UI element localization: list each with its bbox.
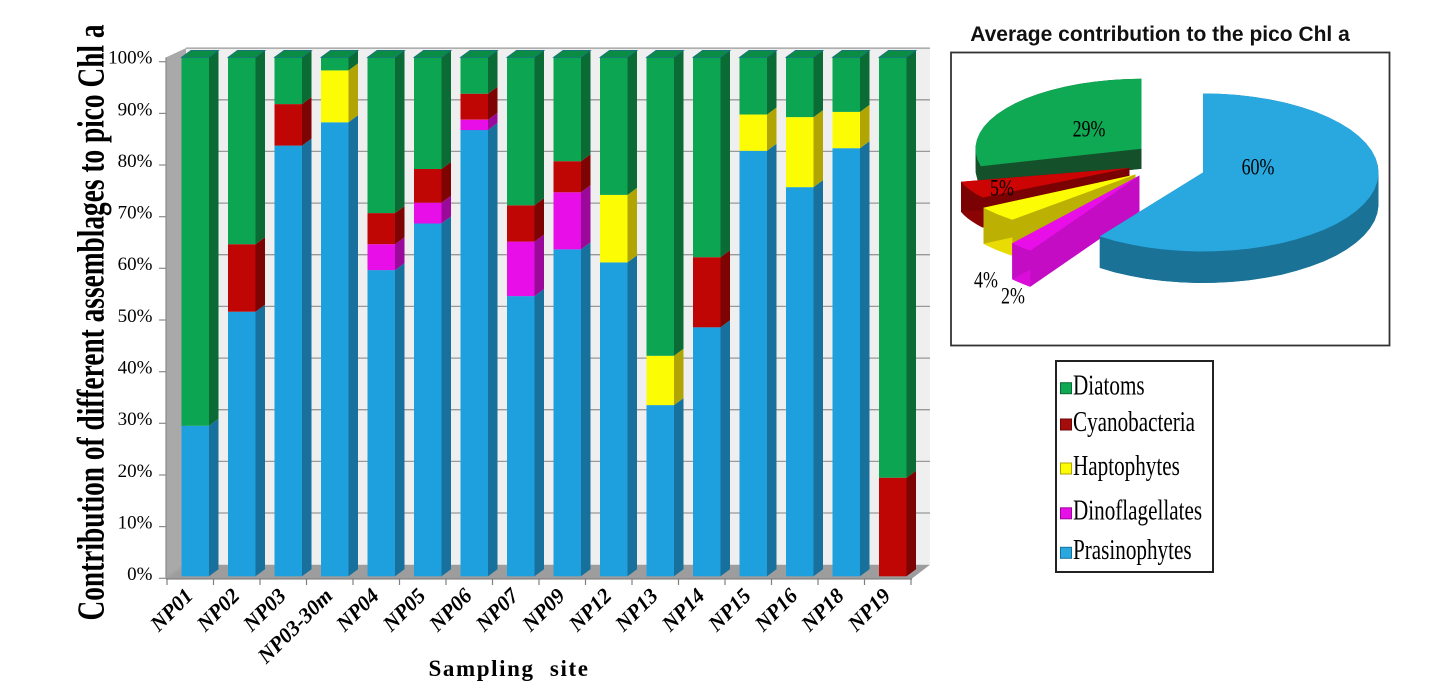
- svg-text:NP01: NP01: [145, 584, 198, 637]
- svg-text:60%: 60%: [118, 254, 153, 275]
- svg-text:NP12: NP12: [563, 583, 616, 636]
- svg-text:NP16: NP16: [749, 583, 802, 636]
- svg-text:NP05: NP05: [377, 583, 430, 636]
- svg-text:NP09: NP09: [517, 583, 570, 636]
- svg-text:Prasinophytes: Prasinophytes: [1073, 535, 1192, 565]
- svg-text:NP02: NP02: [191, 583, 244, 636]
- svg-text:70%: 70%: [118, 203, 153, 224]
- svg-text:29%: 29%: [1073, 118, 1106, 143]
- svg-text:Contribution of different ass: Contribution of different assemblages to…: [70, 24, 112, 620]
- svg-text:NP15: NP15: [703, 583, 756, 636]
- svg-text:80%: 80%: [118, 151, 153, 172]
- svg-text:30%: 30%: [118, 409, 153, 430]
- svg-text:2%: 2%: [1001, 285, 1025, 310]
- svg-text:90%: 90%: [118, 99, 153, 120]
- svg-text:NP18: NP18: [796, 583, 849, 636]
- svg-text:NP06: NP06: [424, 583, 477, 636]
- svg-text:Cyanobacteria: Cyanobacteria: [1073, 407, 1195, 437]
- svg-text:4%: 4%: [974, 269, 998, 294]
- svg-text:NP13: NP13: [610, 583, 663, 636]
- svg-text:Haptophytes: Haptophytes: [1073, 451, 1180, 481]
- svg-text:Diatoms: Diatoms: [1073, 371, 1145, 401]
- svg-text:20%: 20%: [118, 461, 153, 482]
- svg-text:50%: 50%: [118, 306, 153, 327]
- svg-text:5%: 5%: [990, 177, 1014, 202]
- svg-text:Average contribution to the pi: Average contribution to the pico Chl a: [970, 23, 1350, 46]
- svg-text:Sampling site: Sampling site: [428, 656, 589, 681]
- svg-text:40%: 40%: [118, 358, 153, 379]
- svg-text:NP04: NP04: [331, 583, 384, 636]
- svg-text:10%: 10%: [118, 513, 153, 534]
- svg-text:Dinoflagellates: Dinoflagellates: [1073, 496, 1202, 526]
- svg-text:NP07: NP07: [470, 583, 524, 637]
- svg-text:100%: 100%: [108, 48, 153, 69]
- svg-text:NP14: NP14: [656, 583, 709, 636]
- svg-text:NP19: NP19: [842, 583, 895, 636]
- svg-text:0%: 0%: [127, 564, 153, 585]
- svg-text:60%: 60%: [1242, 156, 1275, 181]
